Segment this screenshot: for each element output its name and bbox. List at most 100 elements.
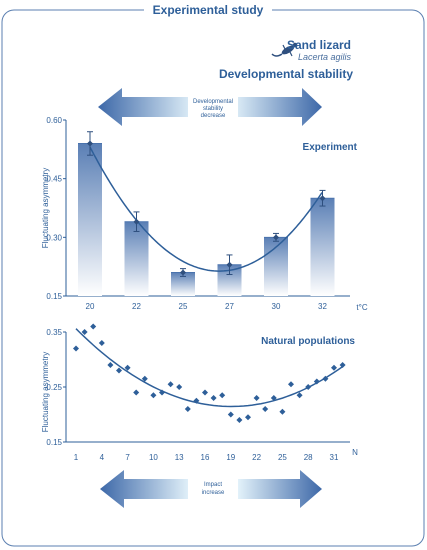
chart2-point (227, 411, 234, 418)
chart2-point (339, 362, 346, 368)
chart2-point (90, 323, 97, 330)
chart1-trend-line (89, 146, 323, 272)
chart2-trend-line (75, 328, 344, 408)
chart1-error-bars (87, 131, 326, 277)
arrow-right-bottom (238, 470, 322, 508)
chart2-xtick-label: 10 (149, 453, 158, 462)
chart2-point (116, 367, 122, 374)
outer-border (1, 9, 425, 547)
arrow-left (98, 88, 195, 126)
arrow-label-3: decrease (201, 113, 226, 119)
chart2-point (167, 381, 174, 388)
chart2-point (262, 406, 269, 412)
chart1-bar (124, 221, 149, 296)
chart2-xtick-label: 22 (252, 453, 261, 462)
chart2-point (159, 389, 165, 396)
chart1-ytick-label: 0.30 (46, 233, 62, 242)
chart2-xticks: 1 4 7 10 13 16 19 22 25 28 31 (74, 453, 339, 462)
arrow-right (232, 88, 322, 126)
chart2-point (331, 364, 337, 371)
chart2-point (133, 389, 140, 396)
chart1-mean-point (226, 261, 233, 268)
species-latin-name: Lacerta agilis (297, 52, 351, 62)
chart2-point (322, 375, 329, 382)
chart1-mean-point (133, 218, 140, 225)
chart1-xtick-label: 20 (86, 302, 95, 311)
lizard-icon (271, 42, 298, 57)
chart2-xtick-label: 13 (175, 453, 184, 462)
chart1-xticks: 20 22 25 27 30 32 (86, 302, 328, 311)
chart2-xtick-label: 19 (226, 453, 235, 462)
chart2-point (176, 384, 183, 390)
arrow-label-increase: increase (202, 490, 225, 496)
chart2-point (98, 340, 105, 346)
chart2-yticks: 0.15 0.25 0.35 (46, 328, 66, 447)
chart2-xtick-label: 25 (278, 453, 287, 462)
chart1-mean-point (180, 269, 186, 276)
page-title: Experimental study (144, 2, 272, 18)
chart2-ytick-label: 0.15 (46, 438, 62, 447)
chart1-ytick-label: 0.60 (46, 116, 62, 125)
chart2-xlabel: N (352, 448, 358, 457)
chart1-mean-point (87, 140, 93, 147)
chart2-xtick-label: 7 (125, 453, 130, 462)
chart2-point (253, 395, 260, 401)
chart1-title: Experiment (303, 142, 358, 153)
chart2-point (245, 414, 251, 421)
arrow-label-1: Developmental (193, 99, 233, 105)
chart1-xtick-label: 30 (272, 302, 281, 311)
chart1-ylabel: Fluctuating asymmetry (41, 168, 50, 248)
chart2-ylabel: Fluctuating asymmetry (41, 352, 50, 432)
arrow-label-box (188, 95, 238, 120)
arrow-left-bottom (100, 470, 190, 508)
chart2-point (124, 364, 131, 371)
chart2-point (150, 392, 157, 399)
chart1-ytick-label: 0.45 (46, 175, 62, 184)
species-common-name: Sand lizard (286, 38, 351, 52)
arrow-label-box-bottom (188, 478, 238, 500)
chart2-point (296, 392, 303, 399)
chart2-xtick-label: 31 (330, 453, 339, 462)
experiment-chart: Experiment Fluctuating asymmetry t°C 0.1… (41, 116, 368, 312)
chart2-ytick-label: 0.25 (46, 383, 62, 392)
chart1-ytick-label: 0.15 (46, 292, 62, 301)
chart2-xtick-label: 1 (74, 453, 79, 462)
chart2-point (202, 389, 208, 396)
chart2-point (279, 408, 286, 415)
chart2-xtick-label: 16 (201, 453, 210, 462)
chart2-point (210, 395, 217, 401)
chart1-mean-point (273, 234, 279, 241)
chart2-point (305, 384, 312, 390)
chart2-point (193, 397, 200, 404)
chart2-point (141, 375, 148, 382)
chart1-bar (78, 143, 102, 296)
chart2-title: Natural populations (261, 336, 355, 347)
chart2-point (288, 381, 294, 388)
chart1-bar (171, 272, 195, 296)
chart2-point (73, 345, 79, 352)
chart1-bars (78, 142, 335, 296)
chart1-xtick-label: 27 (225, 302, 234, 311)
chart2-xtick-label: 28 (304, 453, 313, 462)
section-subtitle: Developmental stability (218, 67, 353, 81)
chart1-xunit: t°C (356, 303, 367, 312)
chart1-mean-point (319, 195, 326, 202)
natural-populations-chart: Natural populations Fluctuating asymmetr… (41, 323, 358, 462)
stability-arrow: Developmental stability decrease (98, 88, 322, 126)
chart1-xtick-label: 25 (179, 302, 188, 311)
chart1-xtick-label: 22 (132, 302, 141, 311)
chart2-point (313, 378, 320, 385)
chart2-point (184, 406, 191, 412)
arrow-label-impact: Impact (204, 482, 222, 488)
arrow-label-2: stability (203, 106, 223, 112)
chart2-point (236, 417, 243, 423)
chart1-yticks: 0.15 0.30 0.45 0.60 (46, 116, 66, 301)
chart2-points (73, 323, 346, 423)
chart2-xtick-label: 4 (100, 453, 105, 462)
chart2-point (219, 392, 226, 399)
chart1-xtick-label: 32 (318, 302, 327, 311)
chart2-point (81, 329, 88, 335)
chart2-ytick-label: 0.35 (46, 328, 62, 337)
impact-arrow: Impact increase (100, 470, 322, 508)
